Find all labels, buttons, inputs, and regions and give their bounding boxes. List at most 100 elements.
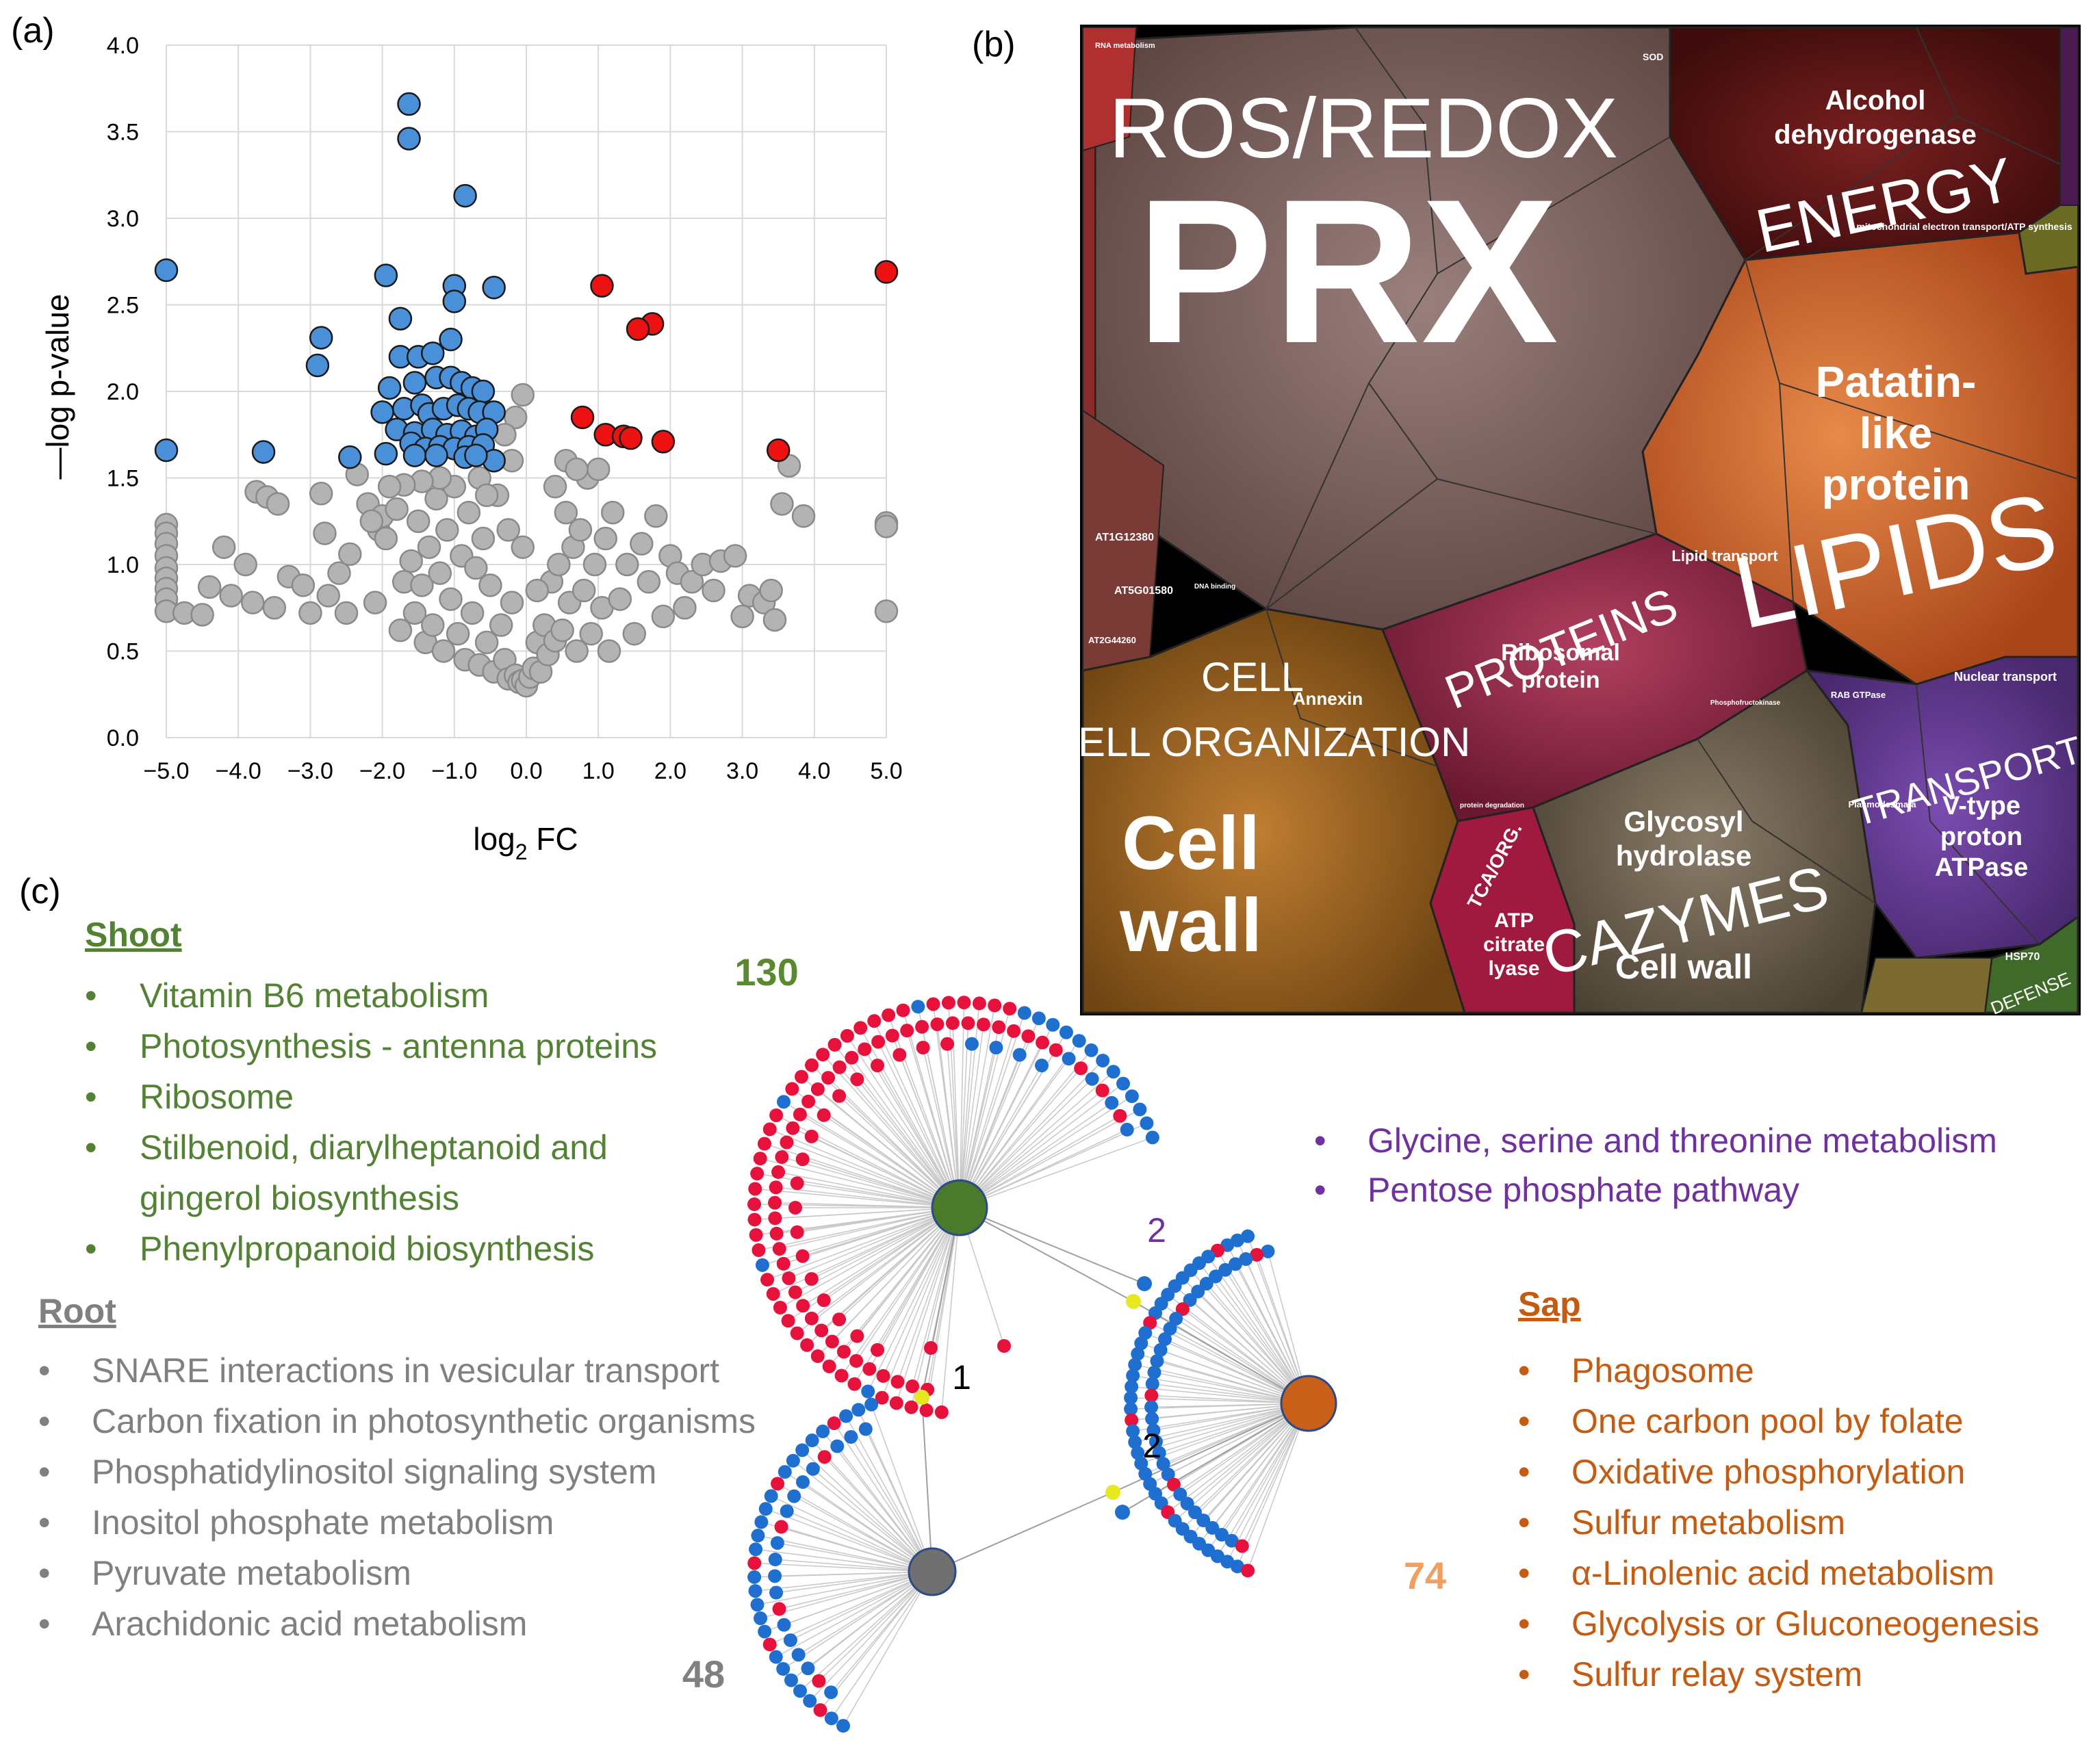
network-edge [777, 1542, 933, 1572]
shoot-node [1012, 1048, 1027, 1062]
point-up [590, 274, 614, 298]
panel-label-b: (b) [972, 25, 1016, 64]
treemap-label-lipid-transport: Lipid transport [1671, 547, 1778, 565]
network-edge [959, 1102, 1112, 1208]
bullet: • [85, 1078, 97, 1116]
root-node [839, 1409, 853, 1423]
pathway-item: Phosphatidylinositol signaling system [92, 1453, 656, 1491]
shoot-node [805, 1058, 819, 1072]
shoot-node [1017, 1006, 1031, 1020]
network-edge [767, 1207, 960, 1280]
sap-node [1144, 1388, 1159, 1403]
treemap-label-sod: SOD [1643, 51, 1663, 62]
network-edge [910, 1207, 960, 1408]
network-edge [782, 1156, 960, 1208]
network-edge [959, 1003, 980, 1208]
network-edge [769, 1128, 960, 1208]
shoot-node [790, 1326, 804, 1340]
point-ns [410, 573, 434, 597]
sap-node [1173, 1487, 1187, 1501]
y-tick-label: 2.0 [107, 379, 139, 405]
sap-node [1152, 1446, 1166, 1460]
point-up [766, 438, 791, 463]
shoot-node [821, 1071, 836, 1085]
treemap-label-cellwall-1: Cell [1122, 801, 1260, 885]
point-up [874, 260, 899, 284]
sap-node [1239, 1252, 1253, 1267]
network-edge [888, 1015, 960, 1208]
network-edge [959, 1115, 1120, 1208]
root-node [791, 1648, 806, 1662]
point-ns [474, 630, 499, 655]
treemap-label-ros-redox: ROS/REDOX [1109, 81, 1618, 176]
hub-sap [1280, 1375, 1337, 1432]
network-edge [760, 1571, 933, 1619]
x-tick-label: −2.0 [359, 758, 405, 784]
treemap-small-label-1: AT1G12380 [1095, 532, 1154, 543]
point-ns [651, 604, 676, 629]
point-ns [608, 587, 632, 611]
network-edge [817, 1089, 960, 1208]
root-node [827, 1416, 841, 1431]
shoot-node [1062, 1052, 1076, 1066]
root-node [762, 1637, 777, 1652]
y-tick-label: 1.5 [107, 466, 139, 492]
shared-edge [959, 1207, 1134, 1302]
network-edge [845, 1416, 933, 1572]
root-count: 48 [682, 1652, 725, 1696]
network-edge [948, 1002, 960, 1208]
shared-edge [921, 1397, 933, 1572]
root-node [816, 1424, 830, 1438]
network-edge [775, 1202, 960, 1208]
root-node [817, 1450, 832, 1464]
bullet: • [1314, 1121, 1326, 1160]
point-ns [428, 561, 452, 585]
sap-node [1241, 1564, 1255, 1578]
point-ns [762, 608, 787, 632]
network-edge [780, 1207, 960, 1308]
shoot-node [940, 1037, 955, 1051]
point-down [453, 183, 477, 208]
network-edge [959, 1058, 1070, 1208]
network-edge [775, 1207, 960, 1219]
network-edge [764, 1143, 960, 1208]
shoot-node [752, 1243, 766, 1258]
shoot-node [788, 1201, 802, 1215]
shoot-node [916, 1041, 930, 1055]
shoot-node [793, 1107, 807, 1121]
shoot-node [827, 1037, 842, 1052]
sap-node [1163, 1321, 1177, 1336]
network-edge [1131, 1397, 1309, 1404]
shoot-node [804, 1129, 819, 1143]
treemap-label-vtype-2: proton [1940, 822, 2023, 851]
network-edge [959, 1024, 984, 1208]
treemap-cell-lines [1266, 27, 2079, 945]
pathway-item: Phagosome [1571, 1351, 1754, 1390]
root-node [780, 1504, 794, 1518]
shoot-node [904, 1400, 919, 1414]
shared-edge [1133, 1301, 1309, 1404]
pathway-item: Inositol phosphate metabolism [92, 1503, 554, 1542]
network-edge [758, 1207, 960, 1251]
treemap-label-glycosyl-1: Glycosyl [1623, 805, 1743, 838]
shoot-node [906, 1379, 920, 1394]
root-node [750, 1598, 765, 1612]
treemap-label-atp-2: citrate [1483, 933, 1545, 956]
point-down [397, 127, 421, 151]
root-node [787, 1489, 801, 1503]
root-node [812, 1674, 826, 1688]
pathway-title-root: Root [38, 1292, 116, 1330]
network-edge [797, 1207, 960, 1334]
network-edge [786, 1141, 960, 1208]
shoot-node [816, 1048, 830, 1062]
point-ns [565, 457, 589, 482]
root-node [844, 1429, 858, 1444]
volcano-x-axis-label: log2 FC [473, 821, 578, 864]
point-ns [460, 601, 485, 625]
shoot-node [934, 1405, 949, 1419]
point-ns [543, 474, 567, 499]
shoot-node [747, 1212, 762, 1227]
root-node [772, 1602, 786, 1616]
network-edge [834, 1423, 933, 1572]
point-ns [190, 603, 214, 627]
